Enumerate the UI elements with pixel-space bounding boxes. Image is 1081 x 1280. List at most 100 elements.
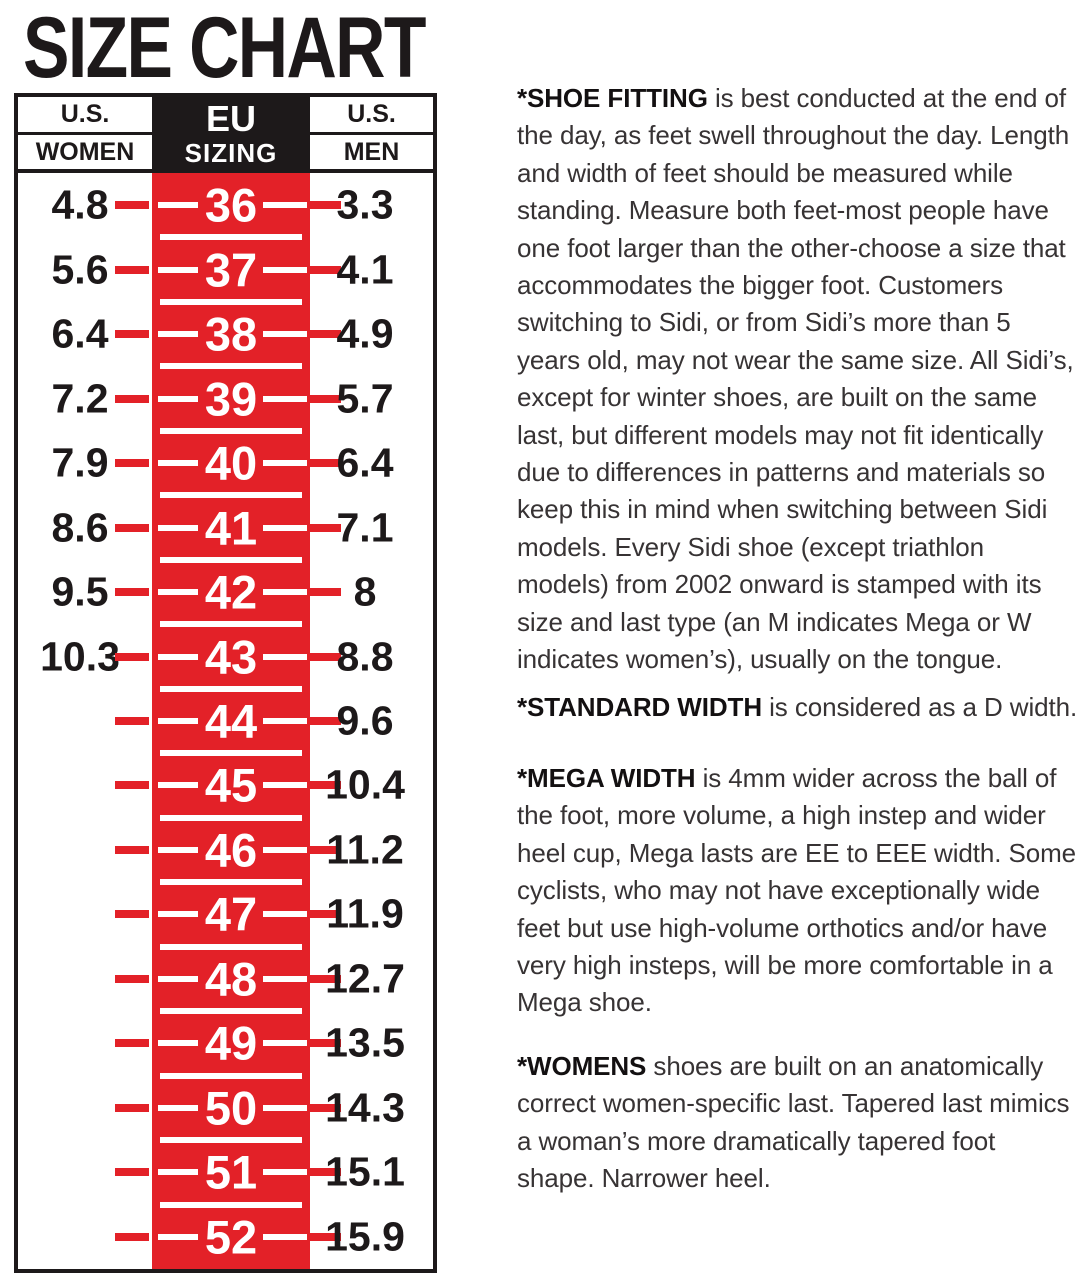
note-line: cyclists, who may not have exceptionally…	[517, 875, 1040, 906]
note-line: one foot larger than the other-choose a …	[517, 232, 1066, 263]
note-line: indicates women’s), usually on the tongu…	[517, 644, 1003, 675]
us-women-value: 7.9	[51, 439, 109, 486]
white-dash-right	[263, 589, 307, 596]
white-dash-right	[263, 846, 307, 853]
row-separator-line	[160, 298, 302, 305]
white-dash-right	[263, 1233, 307, 1240]
white-dash-left	[158, 266, 198, 273]
white-dash-right	[263, 975, 307, 982]
us-men-value: 3.3	[336, 181, 394, 228]
row-separator-line	[160, 621, 302, 628]
red-dash-left	[115, 523, 149, 532]
size-chart-table: U.S. WOMEN U.S. MEN EU SIZING 4.8 36 3.3 5.…	[14, 93, 437, 1273]
red-dash-left	[115, 330, 149, 339]
red-dash-right	[310, 330, 341, 339]
us-women-value: 5.6	[51, 246, 109, 293]
notes-section: *SHOE FITTING is best conducted at the e…	[517, 80, 1081, 1197]
white-dash-left	[158, 717, 198, 724]
note-line: except for winter shoes, are built on th…	[517, 382, 1038, 413]
white-dash-left	[158, 1169, 198, 1176]
red-dash-right	[310, 394, 341, 403]
us-men-value: 4.9	[336, 310, 394, 357]
white-dash-right	[263, 653, 307, 660]
row-separator-line	[160, 1201, 302, 1208]
white-dash-right	[263, 717, 307, 724]
us-men-value: 15.1	[325, 1148, 405, 1195]
us-men-value: 15.9	[325, 1213, 405, 1260]
note-line: shape. Narrower heel.	[517, 1162, 771, 1193]
table-row: 9.5 42 8	[18, 560, 433, 628]
eu-size-value: 36	[204, 178, 258, 232]
table-row: 44 9.6	[18, 689, 433, 757]
row-separator-line	[160, 685, 302, 692]
note-line: Mega shoe.	[517, 987, 652, 1018]
red-dash-left	[115, 716, 149, 725]
row-separator-line	[160, 427, 302, 434]
note-line: *MEGA WIDTH is 4mm wider across the ball…	[517, 762, 1057, 793]
red-dash-left	[115, 459, 149, 468]
red-dash-left	[115, 1168, 149, 1177]
white-dash-left	[158, 1040, 198, 1047]
eu-size-value: 45	[204, 758, 258, 812]
red-dash-right	[310, 716, 341, 725]
white-dash-left	[158, 653, 198, 660]
table-row: 49 13.5	[18, 1011, 433, 1079]
eu-size-value: 42	[204, 565, 258, 619]
white-dash-right	[263, 524, 307, 531]
red-dash-left	[115, 1103, 149, 1112]
white-dash-right	[263, 266, 307, 273]
white-dash-right	[263, 782, 307, 789]
red-dash-left	[115, 781, 149, 790]
note-line: correct women-specific last. Tapered las…	[517, 1088, 1070, 1119]
eu-size-value: 47	[204, 887, 258, 941]
white-dash-left	[158, 911, 198, 918]
eu-size-value: 40	[204, 436, 258, 490]
white-dash-right	[263, 331, 307, 338]
note-line: a woman’s more dramatically tapered foot	[517, 1125, 996, 1156]
red-dash-left	[115, 1232, 149, 1241]
red-dash-right	[310, 265, 341, 274]
table-row: 51 15.1	[18, 1140, 433, 1208]
red-dash-right	[310, 588, 341, 597]
row-separator-line	[160, 879, 302, 886]
us-men-value: 10.4	[325, 761, 405, 808]
us-men-value: 13.5	[325, 1019, 405, 1066]
table-row: 47 11.9	[18, 882, 433, 950]
note-line: and width of feet should be measured whi…	[517, 157, 1013, 188]
red-dash-left	[115, 394, 149, 403]
eu-size-value: 44	[204, 694, 258, 748]
red-dash-right	[310, 652, 341, 661]
red-dash-left	[115, 652, 149, 661]
note-line: years old, may not wear the same size. A…	[517, 344, 1074, 375]
header-eu-label: EU	[205, 97, 256, 139]
us-women-value: 6.4	[51, 310, 109, 357]
table-row: 50 14.3	[18, 1076, 433, 1144]
white-dash-left	[158, 1104, 198, 1111]
white-dash-right	[263, 460, 307, 467]
header-us-men-top-label: U.S.	[310, 97, 433, 135]
us-men-value: 7.1	[336, 504, 394, 551]
table-row: 45 10.4	[18, 753, 433, 821]
us-women-value: 4.8	[51, 181, 109, 228]
red-dash-right	[310, 1232, 341, 1241]
table-row: 10.3 43 8.8	[18, 624, 433, 692]
red-dash-right	[310, 459, 341, 468]
white-dash-left	[158, 782, 198, 789]
eu-size-value: 51	[204, 1145, 258, 1199]
table-row: 6.4 38 4.9	[18, 302, 433, 370]
eu-size-value: 39	[204, 372, 258, 426]
table-row: 52 15.9	[18, 1205, 433, 1269]
note-paragraph: *SHOE FITTING is best conducted at the e…	[517, 80, 1081, 679]
note-line: heel cup, Mega lasts are EE to EEE width…	[517, 837, 1077, 868]
table-row: 5.6 37 4.1	[18, 237, 433, 305]
us-men-value: 9.6	[336, 697, 394, 744]
us-men-value: 12.7	[325, 955, 405, 1002]
note-lead: *STANDARD WIDTH	[517, 691, 762, 722]
row-separator-line	[160, 556, 302, 563]
white-dash-right	[263, 1104, 307, 1111]
eu-size-value: 49	[204, 1016, 258, 1070]
white-dash-left	[158, 1233, 198, 1240]
header-sizing-label: SIZING	[184, 137, 278, 168]
eu-size-value: 50	[204, 1081, 258, 1135]
white-dash-left	[158, 975, 198, 982]
